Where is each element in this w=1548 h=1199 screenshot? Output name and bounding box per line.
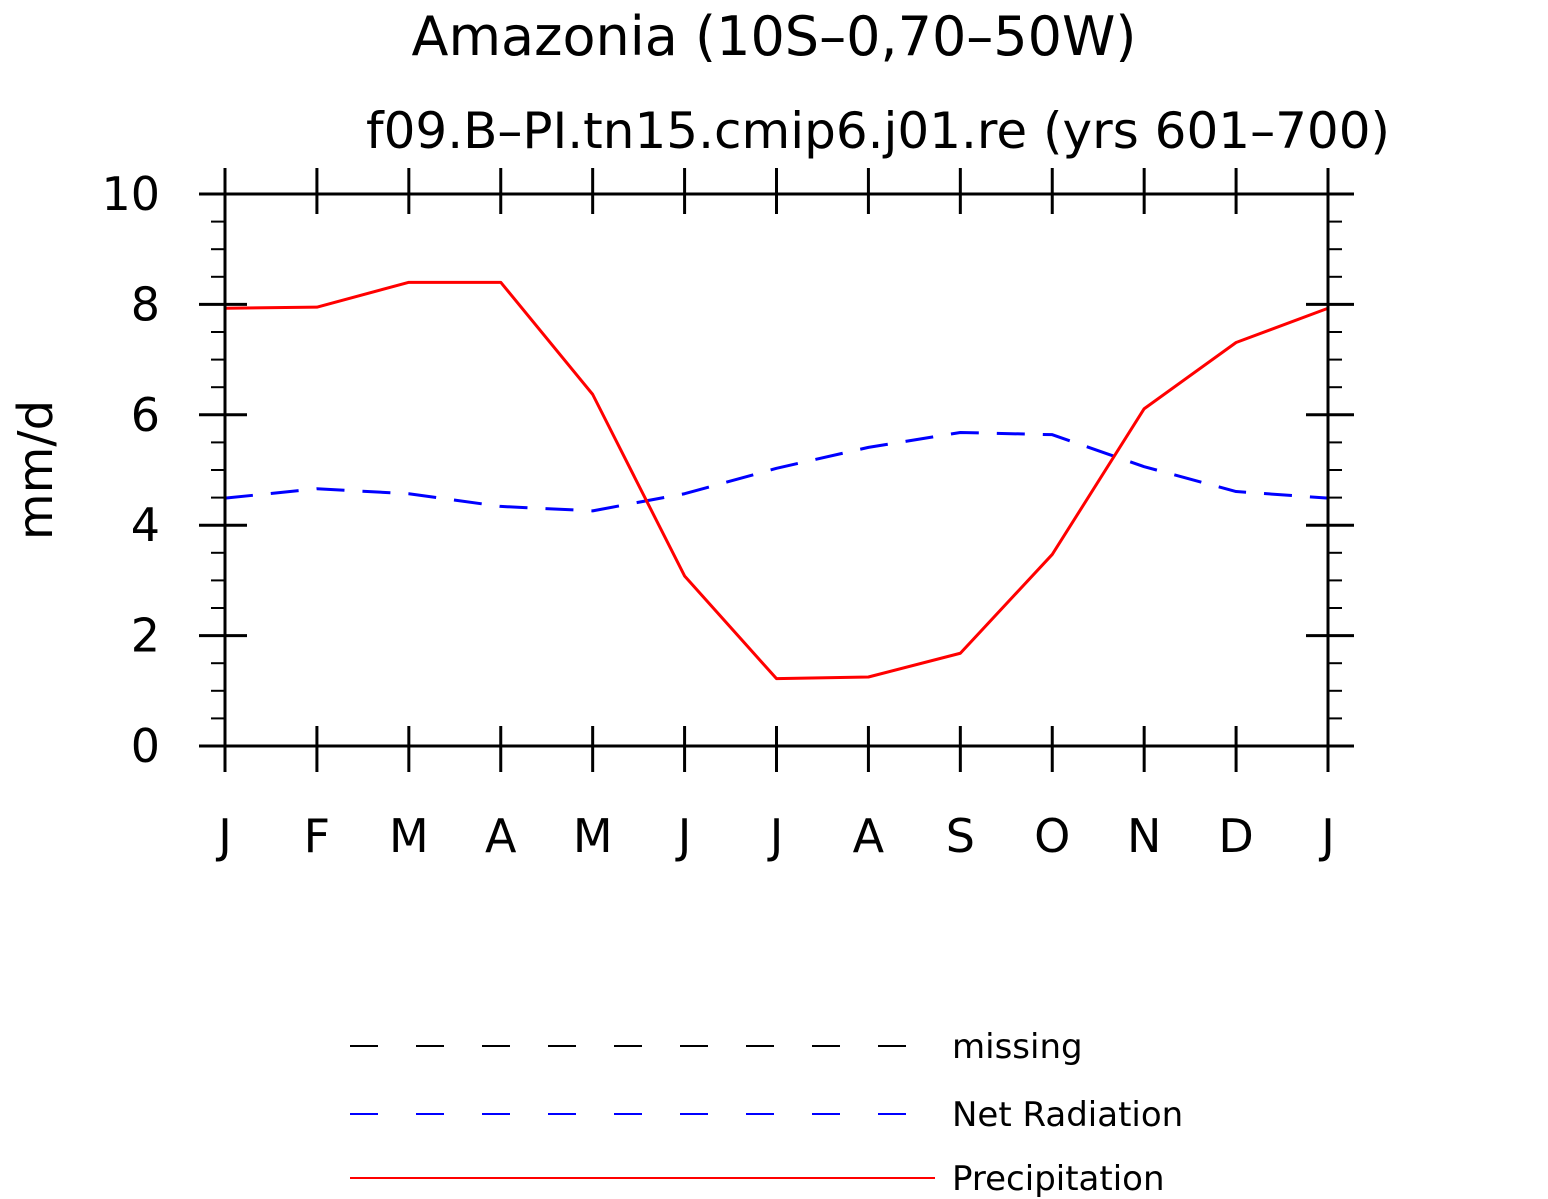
- x-tick-label-8: S: [946, 809, 975, 863]
- x-tick-label-1: F: [304, 809, 330, 863]
- y-tick-label-1: 2: [131, 609, 160, 663]
- y-tick-label-3: 6: [131, 388, 160, 442]
- legend-label-0: missing: [952, 1027, 1083, 1067]
- x-tick-label-7: A: [853, 809, 885, 863]
- x-tick-label-4: M: [573, 809, 613, 863]
- y-tick-label-0: 0: [131, 719, 160, 773]
- y-tick-label-5: 10: [101, 167, 160, 221]
- plot-frame: [223, 192, 1330, 748]
- y-tick-label-2: 4: [131, 498, 160, 552]
- chart-subtitle: f09.B–PI.tn15.cmip6.j01.re (yrs 601–700): [366, 102, 1390, 160]
- chart-title: Amazonia (10S–0,70–50W): [412, 5, 1137, 68]
- x-tick-label-5: J: [675, 809, 692, 863]
- legend-label-1: Net Radiation: [952, 1095, 1183, 1135]
- legend: missing Net Radiation Precipitation: [350, 1027, 1183, 1199]
- y-axis-label: mm/d: [8, 400, 64, 540]
- x-tick-label-0: J: [215, 809, 232, 863]
- legend-label-2: Precipitation: [952, 1159, 1165, 1199]
- x-tick-label-9: O: [1034, 809, 1070, 863]
- series-line-2: [224, 280, 1329, 681]
- x-tick-label-2: M: [389, 809, 429, 863]
- series-lines: [224, 280, 1329, 681]
- x-tick-label-12: J: [1318, 809, 1335, 863]
- series-line-1: [224, 430, 1329, 513]
- x-tick-label-10: N: [1127, 809, 1161, 863]
- y-tick-label-4: 8: [131, 277, 160, 331]
- tick-labels: J F M A M J J A S O N D J 0 2 4 6 8 10: [101, 167, 1334, 863]
- axis-ticks: [199, 168, 1354, 772]
- x-tick-label-6: J: [767, 809, 784, 863]
- x-tick-label-11: D: [1218, 809, 1253, 863]
- x-tick-label-3: A: [485, 809, 517, 863]
